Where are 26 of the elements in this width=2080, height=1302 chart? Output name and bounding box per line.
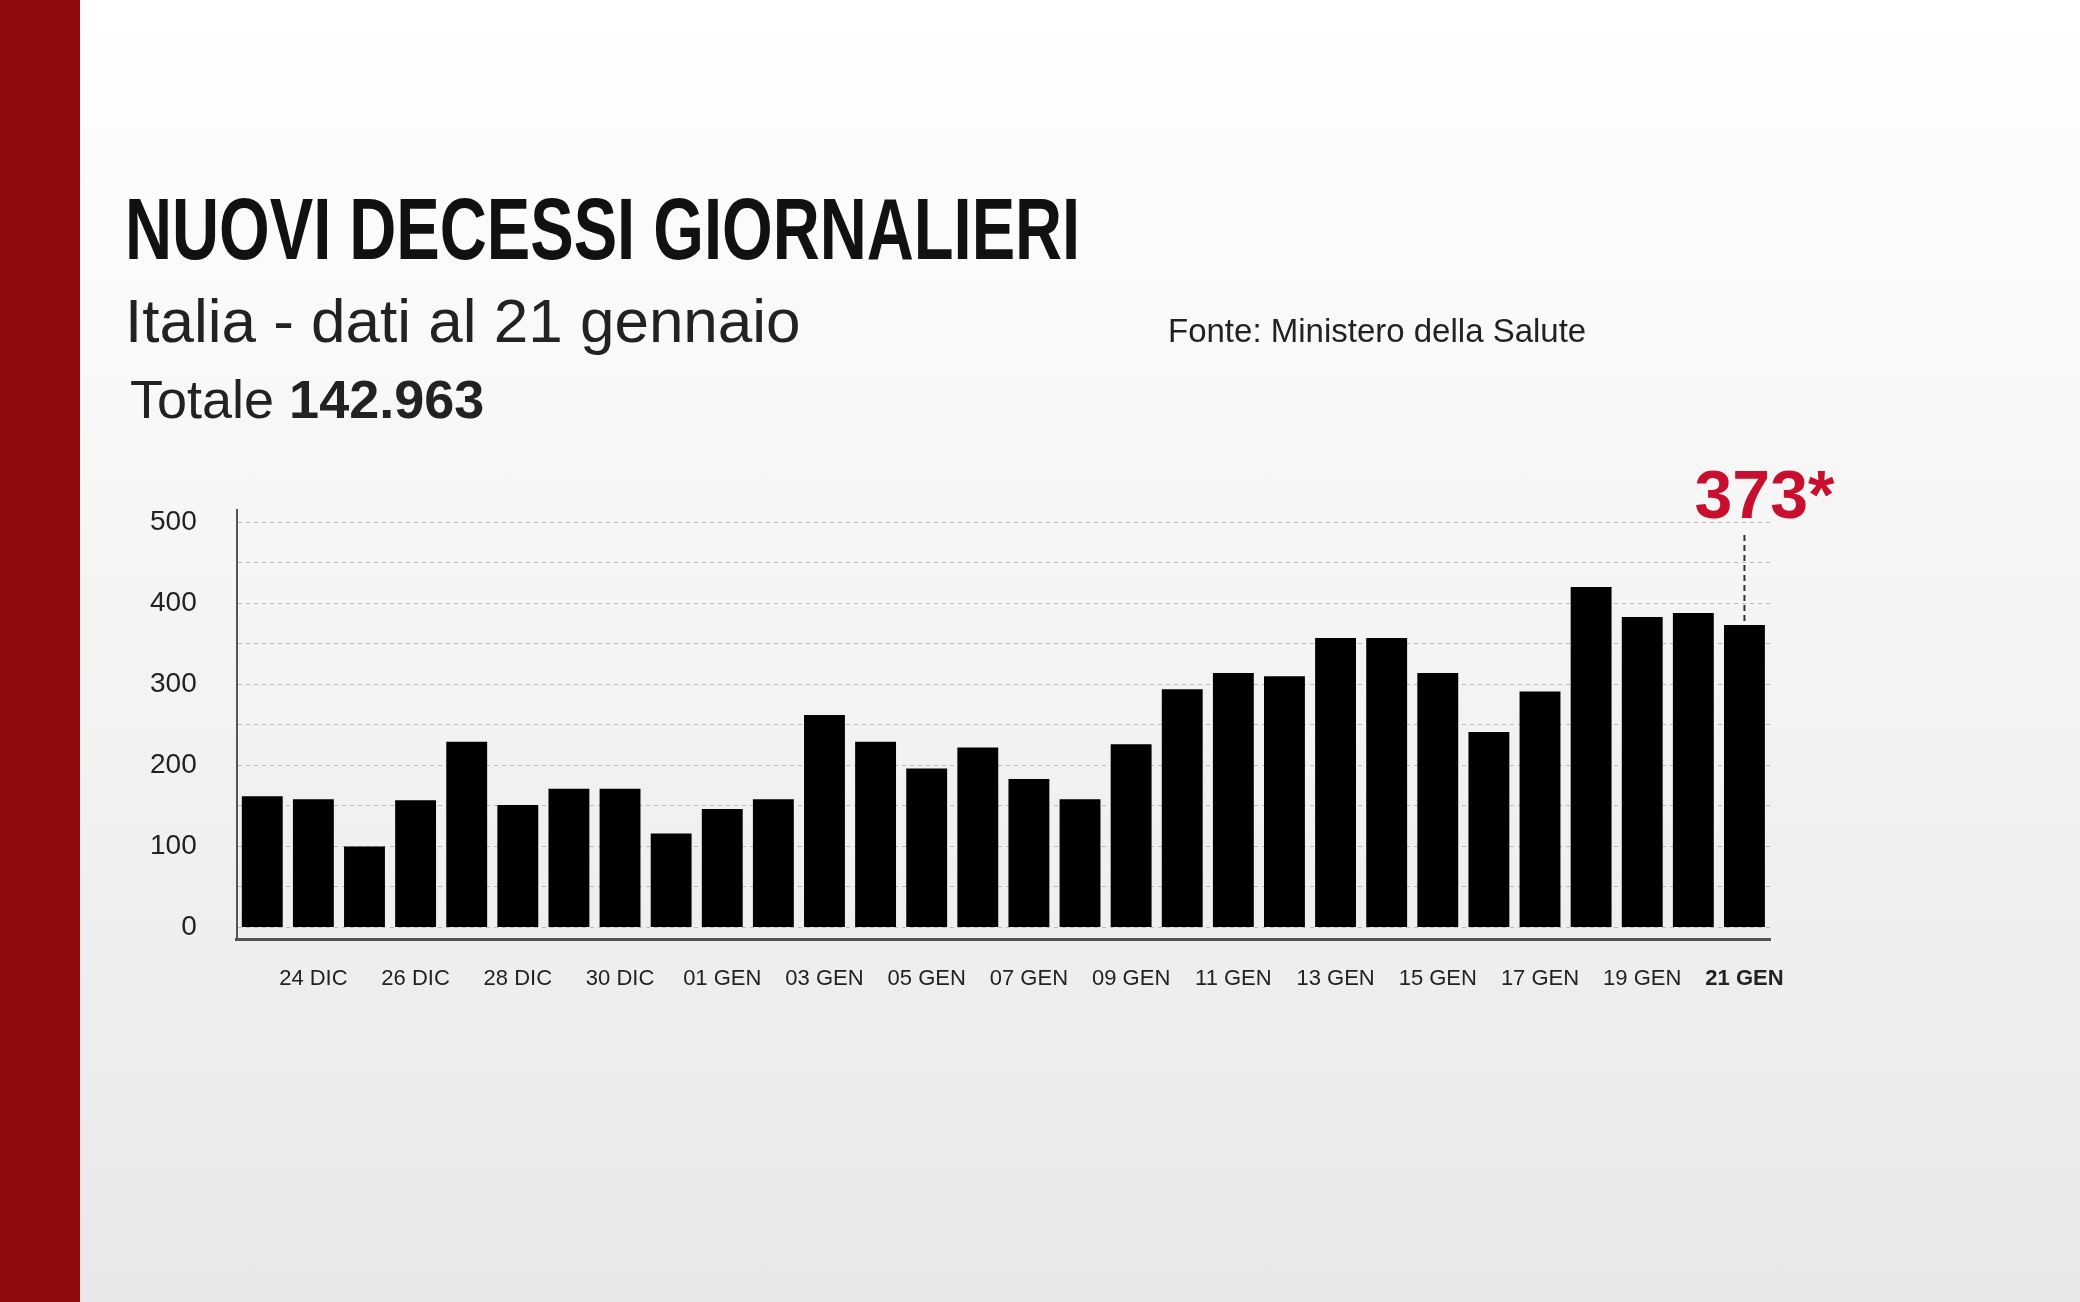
x-tick-label: 21 GEN bbox=[1705, 964, 1784, 990]
y-tick-label: 100 bbox=[150, 829, 197, 861]
x-tick-label: 17 GEN bbox=[1500, 964, 1580, 990]
source-note: Fonte: Ministero della Salute bbox=[1168, 312, 1587, 350]
x-tick-label: 09 GEN bbox=[1092, 964, 1171, 990]
x-tick-label: 15 GEN bbox=[1398, 964, 1477, 990]
y-tick-label: 500 bbox=[150, 504, 197, 536]
y-tick-label: 200 bbox=[150, 748, 197, 780]
x-tick-label: 30 DIC bbox=[585, 964, 655, 990]
x-tick-label: 11 GEN bbox=[1195, 964, 1272, 990]
x-tick-label: 28 DIC bbox=[483, 964, 553, 990]
chart-subtitle: Italia - dati al 21 gennaio bbox=[125, 285, 801, 356]
y-tick-label: 0 bbox=[181, 910, 197, 942]
text: Totale 142.963 bbox=[130, 369, 485, 429]
annotation: 373* bbox=[1694, 455, 1835, 532]
x-tick-label: 05 GEN bbox=[887, 964, 966, 990]
x-tick-label: 13 GEN bbox=[1296, 964, 1375, 990]
x-tick-label: 03 GEN bbox=[785, 964, 864, 990]
y-tick-label: 400 bbox=[150, 585, 197, 617]
chart-title: NUOVI DECESSI GIORNALIERI bbox=[125, 178, 1081, 280]
x-tick-label: 01 GEN bbox=[683, 964, 762, 990]
x-tick-label: 07 GEN bbox=[989, 964, 1069, 990]
y-tick-label: 300 bbox=[150, 666, 197, 698]
x-tick-label: 26 DIC bbox=[381, 964, 450, 990]
x-tick-label: 19 GEN bbox=[1603, 964, 1682, 990]
x-tick-label: 24 DIC bbox=[279, 964, 348, 990]
